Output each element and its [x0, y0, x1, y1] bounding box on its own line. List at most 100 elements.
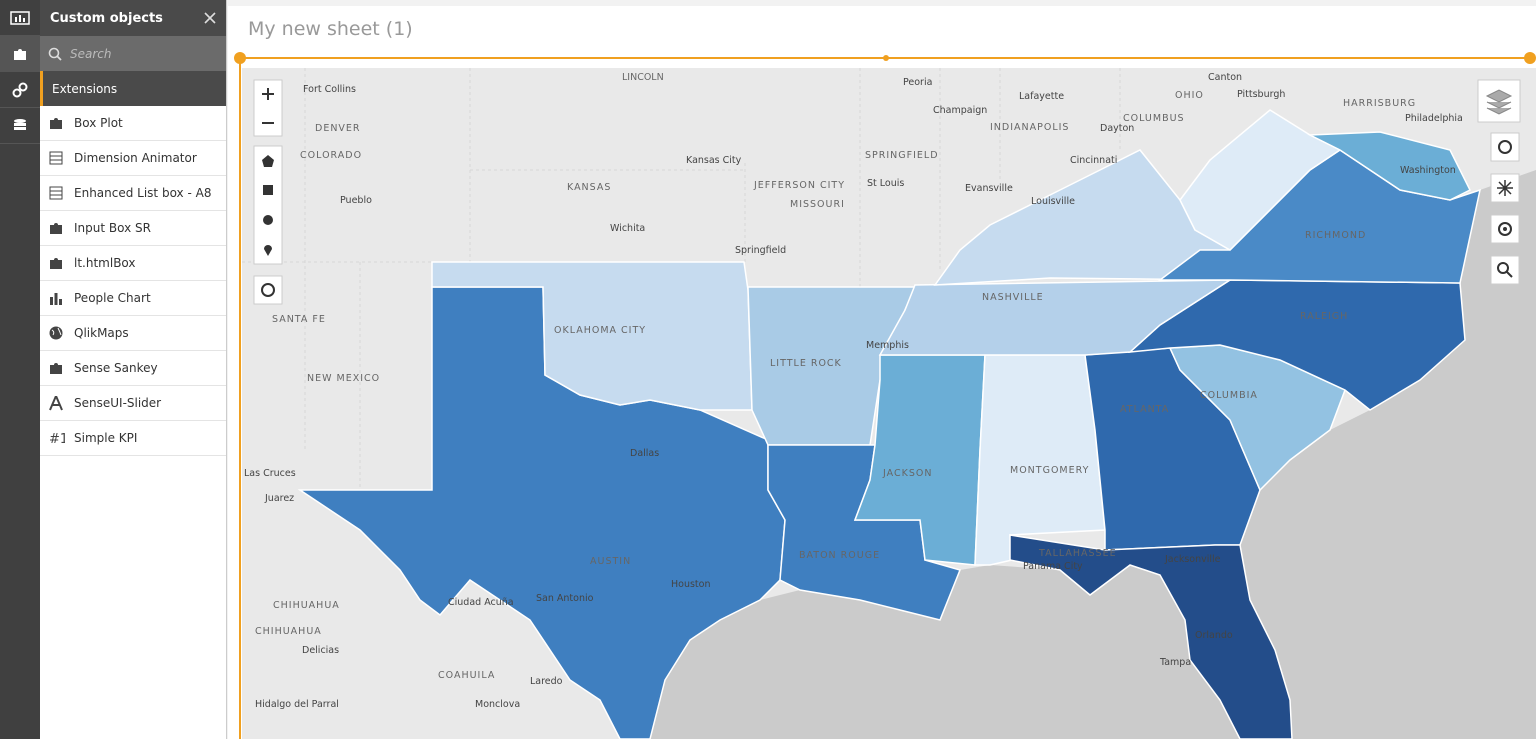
map-label: COLORADO [300, 150, 362, 161]
extension-icon [50, 258, 62, 269]
map-label: SANTA FE [272, 314, 326, 325]
extension-item[interactable]: Input Box SR [40, 211, 226, 246]
refresh-button[interactable] [1490, 132, 1520, 162]
links-icon[interactable] [0, 72, 40, 108]
extension-icon [49, 151, 63, 165]
map-label: HARRISBURG [1343, 98, 1416, 109]
extension-name: Box Plot [74, 116, 123, 130]
extensions-section[interactable]: Extensions [40, 71, 226, 106]
close-button[interactable] [204, 12, 216, 24]
extension-name: Dimension Animator [74, 151, 197, 165]
map-label: COAHUILA [438, 670, 495, 681]
resize-handle[interactable] [1524, 52, 1536, 64]
search-map-button[interactable] [1490, 255, 1520, 285]
map-label: Las Cruces [244, 468, 296, 479]
map-label: Peoria [903, 77, 932, 88]
extension-item[interactable]: Box Plot [40, 106, 226, 141]
extension-icon: #1 [49, 432, 65, 446]
extension-name: People Chart [74, 291, 151, 305]
map-label: St Louis [867, 178, 904, 189]
extension-icon [50, 223, 62, 234]
extension-icon [50, 118, 62, 129]
resize-handle[interactable] [883, 55, 889, 61]
states [297, 109, 1536, 739]
map-label: Laredo [530, 676, 563, 687]
map-label: Philadelphia [1405, 113, 1463, 124]
panel-title: Custom objects [50, 10, 163, 26]
extension-item[interactable]: #1 Simple KPI [40, 421, 226, 456]
extension-name: lt.htmlBox [74, 256, 136, 270]
map-label: NASHVILLE [982, 292, 1044, 303]
extension-item[interactable]: Sense Sankey [40, 351, 226, 386]
map-label: Pittsburgh [1237, 89, 1285, 100]
locate-button[interactable] [253, 275, 283, 305]
map-controls [253, 79, 1521, 305]
debug-icon [1497, 180, 1513, 196]
charts-icon[interactable] [0, 0, 40, 36]
sheet-title: My new sheet (1) [248, 18, 413, 40]
extension-item[interactable]: lt.htmlBox [40, 246, 226, 281]
extensions-icon[interactable] [0, 36, 40, 72]
map-label: Jacksonville [1164, 554, 1221, 565]
data-icon[interactable] [0, 108, 40, 144]
map-label: Delicias [302, 645, 339, 656]
marker-tool[interactable] [264, 245, 272, 256]
extension-item[interactable]: People Chart [40, 281, 226, 316]
map-label: COLUMBIA [1200, 390, 1258, 401]
map-label: AUSTIN [590, 556, 631, 567]
locate-icon [261, 283, 275, 297]
map-label: Champaign [933, 105, 987, 116]
extension-name: Sense Sankey [74, 361, 158, 375]
map-label: LITTLE ROCK [770, 358, 842, 369]
section-label: Extensions [52, 81, 118, 96]
map-label: COLUMBUS [1123, 113, 1185, 124]
extension-name: QlikMaps [74, 326, 129, 340]
resize-handle[interactable] [234, 52, 246, 64]
layers-button[interactable] [1477, 79, 1521, 123]
search-placeholder: Search [70, 46, 112, 61]
search-map-icon [1497, 262, 1509, 274]
map-label: INDIANAPOLIS [990, 122, 1069, 133]
map-label: San Antonio [536, 593, 594, 604]
map-label: Springfield [735, 245, 786, 256]
map-label: Dayton [1100, 123, 1134, 134]
map-label: Canton [1208, 72, 1242, 83]
extension-item[interactable]: QlikMaps [40, 316, 226, 351]
map-label: KANSAS [567, 182, 611, 193]
extension-icon [49, 186, 63, 200]
borders [242, 68, 1121, 490]
map-label: Fort Collins [303, 84, 356, 95]
map-label: NEW MEXICO [307, 373, 380, 384]
extension-item[interactable]: SenseUI-Slider [40, 386, 226, 421]
florida [1009, 534, 1293, 739]
center-icon [1498, 222, 1512, 236]
map-label: Cincinnati [1070, 155, 1117, 166]
extension-item[interactable]: Dimension Animator [40, 141, 226, 176]
map-label: CHIHUAHUA [255, 626, 322, 637]
search-box[interactable]: Search [40, 36, 226, 71]
rect-tool[interactable] [263, 185, 273, 195]
circle-tool[interactable] [263, 215, 273, 225]
map-label: LINCOLN [622, 72, 664, 83]
oklahoma [431, 261, 753, 411]
extension-item[interactable]: Enhanced List box - A8 [40, 176, 226, 211]
map-label: Houston [671, 579, 710, 590]
center-dot [1503, 227, 1507, 231]
svg-text:#1: #1 [49, 432, 65, 446]
map-label: Lafayette [1019, 91, 1064, 102]
map-label: CHIHUAHUA [273, 600, 340, 611]
zoom-buttons[interactable] [262, 88, 274, 124]
map-label: Hidalgo del Parral [255, 699, 339, 710]
map-label: Wichita [610, 223, 645, 234]
map-label: Orlando [1195, 630, 1233, 641]
polygon-tool[interactable] [262, 155, 274, 167]
map-label: Pueblo [340, 195, 372, 206]
map-label: OHIO [1175, 90, 1204, 101]
atlantic [1240, 170, 1536, 739]
map: LINCOLN Fort Collins DENVER COLORADO Pueblo K… [242, 68, 1536, 739]
map-label: Dallas [630, 448, 659, 459]
extension-icon [50, 293, 62, 305]
map-label: Louisville [1031, 196, 1075, 207]
gulf [650, 565, 1240, 739]
